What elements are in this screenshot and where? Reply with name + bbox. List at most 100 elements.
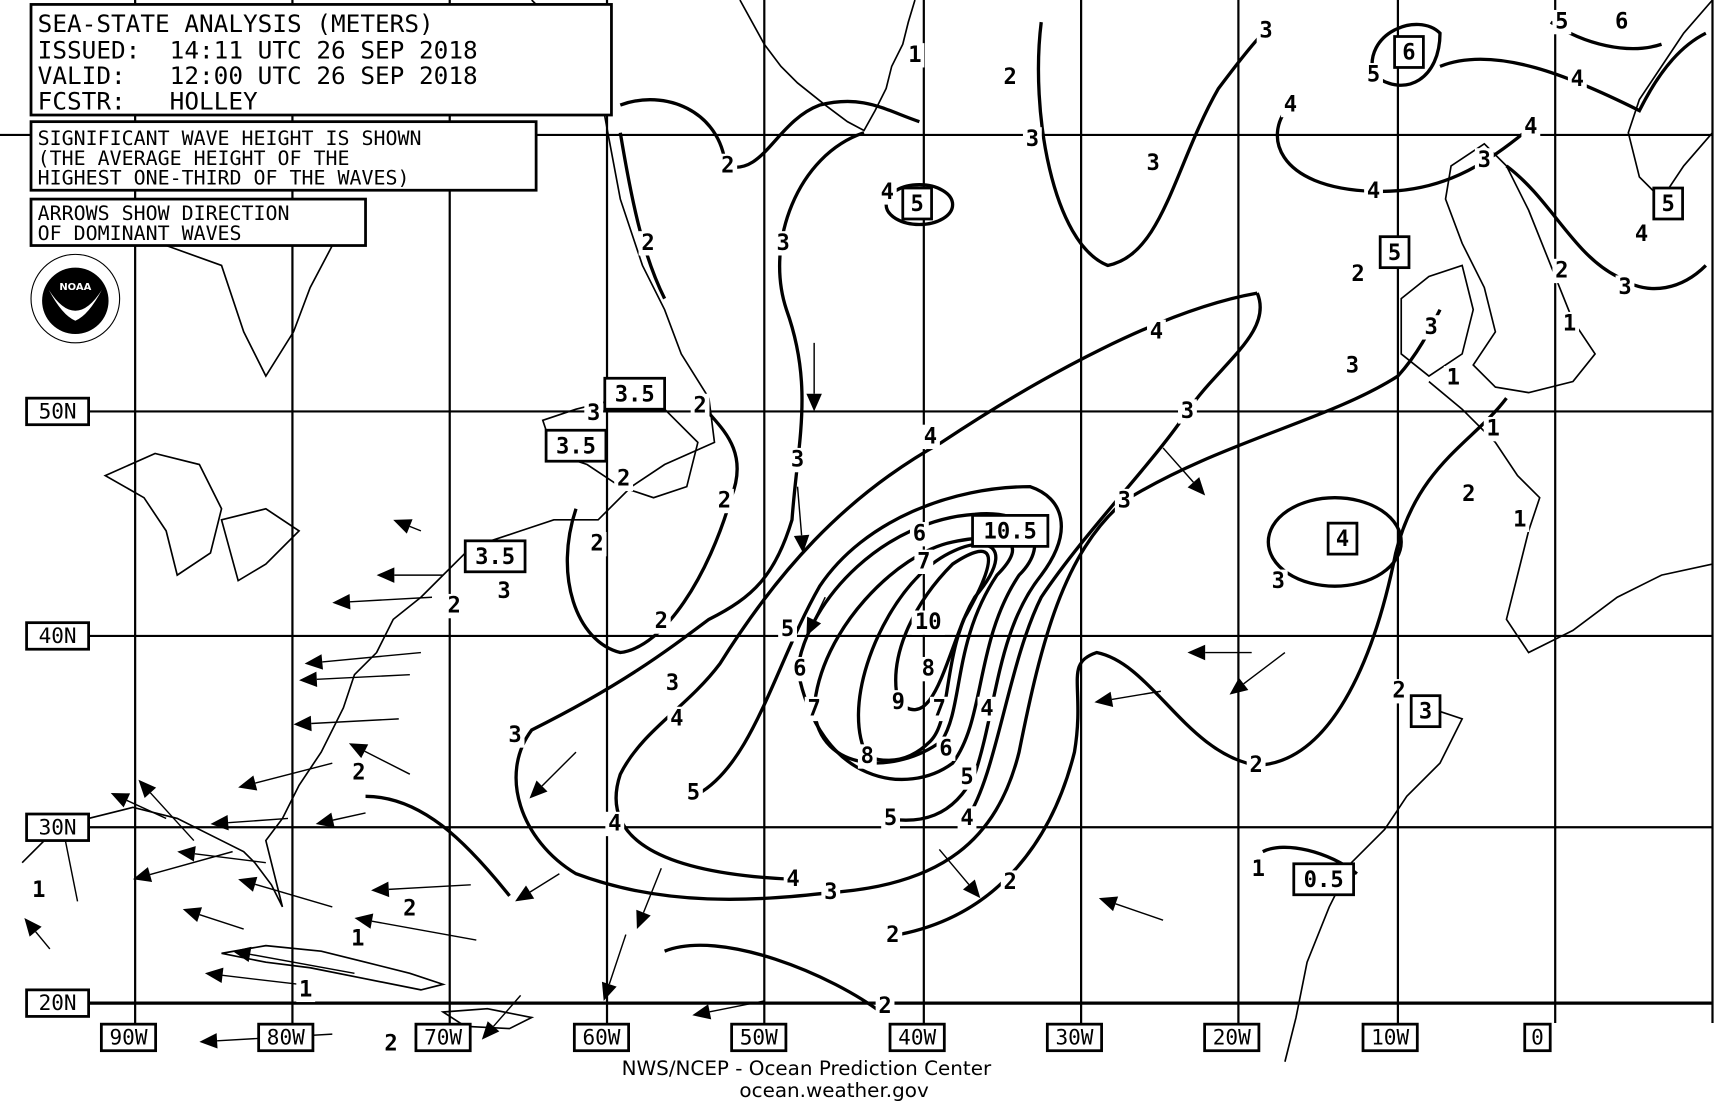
label-gap — [914, 549, 934, 575]
label-gap — [381, 1031, 401, 1057]
wave-height-note: SIGNIFICANT WAVE HEIGHT IS SHOWN (THE AV… — [29, 120, 538, 192]
wave-direction-arrow — [636, 867, 662, 930]
contour-label: 3 — [1424, 314, 1437, 340]
wave-direction-arrow — [393, 519, 422, 534]
latitude-labels: 50N 40N 30N 20N — [25, 396, 90, 1018]
lon-label: 90W — [109, 1025, 147, 1050]
wave-direction-arrow — [348, 743, 411, 775]
label-gap — [1281, 92, 1300, 118]
label-gap — [881, 806, 900, 831]
wave-direction-arrow — [354, 913, 477, 941]
contour-label: 3 — [1026, 126, 1039, 152]
arrowhead-icon — [354, 913, 374, 929]
arrowhead-icon — [636, 909, 651, 930]
boxed-label-frame — [1393, 35, 1425, 69]
label-gap — [1389, 679, 1409, 704]
boxed-label-frame — [463, 539, 527, 574]
footer-credit: NWS/NCEP - Ocean Prediction Center — [622, 1057, 992, 1080]
chart-title: SEA-STATE ANALYSIS (METERS) — [38, 9, 434, 38]
arrowhead-icon — [238, 876, 258, 892]
label-gap — [1246, 753, 1266, 778]
arrowhead-icon — [692, 1004, 712, 1020]
contour-label: 3 — [666, 670, 679, 696]
arrowhead-icon — [793, 534, 810, 553]
boxed-contour-label: 0.5 — [1304, 867, 1344, 893]
contour-label: 5 — [960, 764, 973, 790]
contour-label: 3 — [776, 230, 789, 256]
contour-label: 1 — [299, 976, 312, 1002]
arrowhead-icon — [806, 393, 822, 412]
label-gap — [877, 180, 897, 205]
contour-label: 10 — [915, 609, 942, 635]
label-gap — [929, 696, 949, 722]
contour-label: 3 — [1181, 398, 1194, 424]
contour-label: 2 — [1392, 678, 1405, 704]
contour-label: 2 — [721, 152, 734, 178]
header-box: SEA-STATE ANALYSIS (METERS) ISSUED: 14:1… — [29, 3, 613, 117]
note-line: OF DOMINANT WAVES — [38, 222, 242, 245]
label-gap — [911, 610, 945, 635]
contour-label: 9 — [892, 689, 905, 715]
contour-label: 5 — [1555, 9, 1568, 35]
arrowhead-icon — [177, 846, 196, 862]
lon-label-box — [572, 1022, 630, 1053]
contour-label: 3 — [497, 578, 510, 604]
contour-label: 2 — [886, 922, 899, 948]
contour-label: 2 — [693, 392, 706, 418]
valid-time: VALID: 12:00 UTC 26 SEP 2018 — [38, 61, 478, 90]
contour-label: 2 — [403, 896, 416, 922]
lon-label: 70W — [424, 1025, 462, 1050]
label-gap — [1343, 353, 1362, 379]
contour-label: 1 — [351, 926, 364, 952]
label-gap — [296, 977, 316, 1003]
wave-direction-arrow — [315, 812, 366, 828]
wave-direction-arrow — [481, 994, 522, 1040]
label-gap — [1612, 9, 1632, 35]
contour-label: 4 — [960, 805, 973, 831]
arrowhead-icon — [1098, 896, 1119, 912]
arrowhead-icon — [481, 1021, 500, 1040]
arrowhead-icon — [299, 671, 318, 688]
contour-label: 5 — [687, 780, 700, 806]
label-gap — [605, 811, 625, 837]
lon-label: 0 — [1531, 1025, 1544, 1050]
boxed-contour-label: 6 — [1402, 40, 1415, 66]
note-line: HIGHEST ONE-THIRD OF THE WAVES) — [38, 167, 410, 190]
arrowhead-icon — [132, 867, 153, 882]
boxed-contour-label: 3 — [1419, 699, 1432, 725]
wave-direction-arrow — [1187, 644, 1252, 661]
label-gap — [1552, 258, 1572, 284]
arrowhead-icon — [304, 654, 323, 670]
boxed-contour-label: 5 — [911, 191, 924, 217]
arrowhead-icon — [293, 715, 312, 732]
contour-label: 3 — [824, 879, 837, 905]
boxed-contour-label: 5 — [1662, 191, 1675, 217]
boxed-label-frame — [1652, 186, 1684, 221]
lat-label: 30N — [39, 814, 77, 839]
arrowhead-icon — [962, 879, 981, 899]
note-line: ARROWS SHOW DIRECTION — [38, 202, 290, 225]
contour-label: 3 — [1272, 568, 1285, 594]
label-gap — [1178, 399, 1197, 424]
boxed-label-frame — [1378, 235, 1411, 270]
label-gap — [1248, 857, 1268, 882]
lon-label-box — [1203, 1022, 1261, 1053]
label-gap — [494, 579, 514, 604]
contour-label: 3 — [1118, 488, 1131, 514]
noaa-logo: NOAA — [30, 253, 121, 344]
contour-label: 4 — [1150, 318, 1163, 344]
contour-label: 1 — [1487, 416, 1500, 442]
footer-url: ocean.weather.gov — [739, 1079, 929, 1102]
lon-label: 50W — [740, 1025, 778, 1050]
label-gap — [857, 744, 877, 769]
wave-direction-arrow — [1162, 447, 1206, 496]
label-gap — [1421, 315, 1441, 340]
boxed-label-frame — [544, 428, 608, 463]
label-gap — [957, 765, 977, 790]
arrowhead-icon — [376, 567, 395, 583]
contour-label: 2 — [1462, 481, 1475, 507]
label-gap — [1143, 151, 1163, 176]
wave-direction-arrow — [806, 596, 826, 636]
arrowhead-icon — [1187, 477, 1206, 496]
